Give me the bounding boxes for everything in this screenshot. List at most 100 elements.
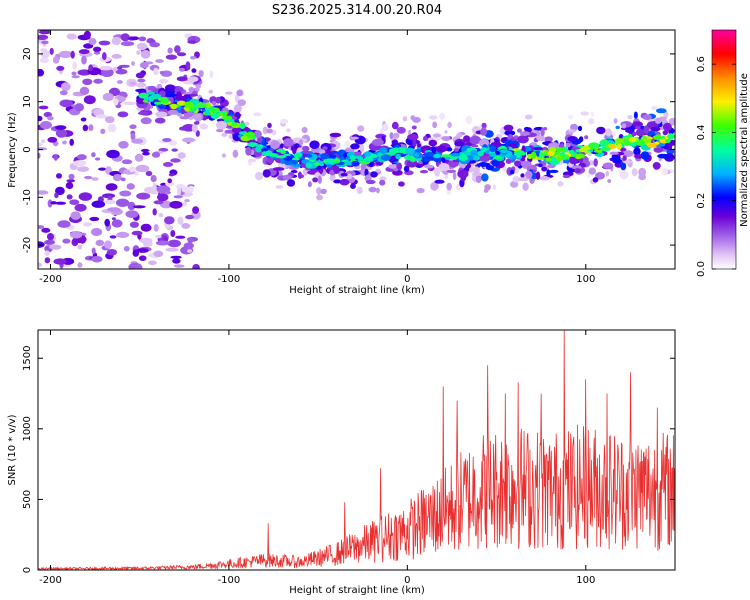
spectrogram-blob <box>123 101 137 106</box>
spectrogram-blob <box>536 135 546 142</box>
spectrogram-blob <box>62 238 71 244</box>
spectrogram-blob <box>489 145 496 153</box>
spectrogram-blob <box>158 148 169 152</box>
spectrogram-blob <box>514 160 521 167</box>
spectrogram-blob <box>378 147 388 154</box>
spectrogram-blob <box>56 65 65 71</box>
spectrogram-blob <box>522 182 529 191</box>
spectrogram-blob <box>650 126 661 132</box>
spectrogram-blob <box>159 71 165 75</box>
spectrogram-blob <box>294 152 303 158</box>
spectrogram-blob <box>196 102 207 109</box>
spectrogram-blob <box>58 50 73 59</box>
spectrogram-blob <box>605 170 610 177</box>
spectrogram-blob <box>104 218 110 227</box>
spectrogram-blob <box>333 179 342 184</box>
spectrogram-blob <box>248 158 257 163</box>
spectrogram-blob <box>167 47 173 54</box>
spectrogram-blob <box>453 148 460 152</box>
spectrogram-blob <box>177 216 184 225</box>
x-tick-label: 0 <box>404 575 410 586</box>
spectrogram-blob <box>82 124 89 132</box>
spectrogram-blob <box>155 59 164 63</box>
spectrogram-blob <box>657 153 669 159</box>
spectrogram-blob <box>218 112 224 117</box>
x-tick-label: 0 <box>404 274 410 285</box>
spectrogram-blob <box>266 128 273 134</box>
spectrogram-blob <box>128 166 136 173</box>
spectrogram-blob <box>380 154 391 161</box>
spectrogram-blob <box>165 54 178 60</box>
spectrogram-blob <box>153 200 164 205</box>
spectrogram-blob <box>66 194 73 200</box>
spectrogram-blob <box>221 153 226 158</box>
spectrogram-blob <box>350 143 360 150</box>
spectrogram-blob <box>520 157 526 162</box>
spectrogram-blob <box>328 154 337 159</box>
spectrogram-blob <box>392 169 403 176</box>
spectrogram-blob <box>77 262 83 268</box>
spectrogram-blob <box>413 152 420 158</box>
spectrogram-blob <box>466 163 471 169</box>
spectrogram-blob <box>469 135 482 145</box>
spectrogram-blob <box>360 162 367 172</box>
y-tick-label: 1000 <box>22 416 33 441</box>
spectrogram-blob <box>132 249 140 257</box>
spectrogram-blob <box>38 225 45 229</box>
spectrogram-blob <box>392 132 400 139</box>
spectrogram-blob <box>191 68 197 73</box>
spectrogram-blob <box>350 183 356 189</box>
spectrogram-blob <box>199 123 208 130</box>
spectrogram-blob <box>165 181 175 187</box>
spectrogram-blob <box>316 187 322 195</box>
spectrogram-blob <box>83 222 93 227</box>
spectrogram-blob <box>130 36 140 41</box>
colorbar-label: Normalized spectral amplitude <box>739 73 750 227</box>
spectrogram-blob <box>517 128 522 133</box>
spectrogram-blob <box>161 99 170 104</box>
spectrogram-blob <box>135 88 147 93</box>
spectrogram-blob <box>38 152 41 159</box>
spectrogram-blob <box>181 223 191 229</box>
spectrogram-blob <box>153 67 159 76</box>
spectrogram-blob <box>195 130 200 137</box>
spectrogram-blob <box>187 40 197 44</box>
spectrogram-blob <box>283 138 294 147</box>
spectrogram-blob <box>640 151 650 160</box>
spectrogram-blob <box>38 105 49 110</box>
spectrogram-blob <box>231 122 238 127</box>
spectrogram-blob <box>656 108 667 114</box>
spectrogram-blob <box>439 113 446 120</box>
spectrogram-blob <box>282 174 293 181</box>
spectrogram-blob <box>136 264 143 269</box>
spectrogram-blob <box>463 135 471 143</box>
spectrogram-blob <box>47 136 58 143</box>
spectrogram-blob <box>309 140 320 149</box>
spectrogram-blob <box>286 128 291 133</box>
spectrogram-blob <box>410 115 416 121</box>
spectrogram-blob <box>556 147 564 153</box>
spectrogram-blob <box>44 250 50 256</box>
y-tick-label: 1500 <box>22 346 33 371</box>
spectrogram-blob <box>512 176 520 183</box>
spectrogram-blob <box>194 87 200 93</box>
spectrogram-y-ticks: 20 10 0 -10 -20 <box>22 48 675 253</box>
spectrogram-blob <box>106 149 120 159</box>
spectrogram-blob <box>631 168 638 177</box>
spectrogram-blob <box>622 136 630 141</box>
spectrogram-blob <box>185 214 195 220</box>
y-tick-label: -10 <box>22 189 33 205</box>
spectrogram-blob <box>408 129 412 136</box>
spectrogram-blob <box>80 117 87 122</box>
spectrogram-blob <box>140 117 152 125</box>
spectrogram-blob <box>398 181 405 187</box>
spectrogram-blob <box>588 142 600 150</box>
spectrogram-blob <box>133 205 146 209</box>
spectrogram-blob <box>567 136 578 142</box>
spectrogram-blob <box>41 40 49 45</box>
spectrogram-blob <box>152 208 157 216</box>
spectrogram-blob <box>169 200 183 209</box>
spectrogram-blob <box>204 102 212 109</box>
spectrogram-blob <box>402 116 408 122</box>
y-tick-label: -20 <box>22 237 33 253</box>
